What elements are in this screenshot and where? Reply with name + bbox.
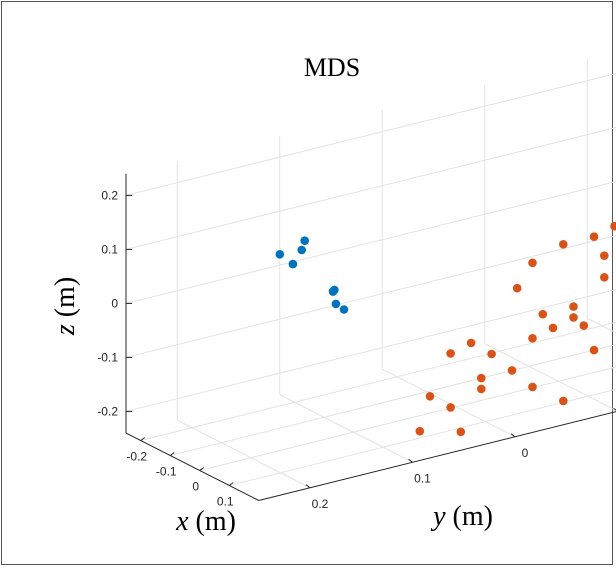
tick-layer: -0.2-0.100.10.20.10-0.1-0.20.20.10-0.1-0… — [97, 188, 529, 511]
data-point — [477, 384, 486, 394]
data-point — [538, 309, 548, 319]
data-point — [425, 392, 435, 401]
data-point — [477, 373, 486, 383]
data-point — [507, 366, 517, 375]
z-tick-label: -0.1 — [97, 350, 118, 364]
data-point — [548, 323, 558, 333]
z-tick-label: -0.2 — [97, 404, 118, 418]
grid-line — [125, 234, 616, 358]
z-axis-unit: (m) — [50, 277, 81, 317]
x-tick-mark — [228, 482, 234, 486]
data-point — [528, 382, 537, 392]
data-point — [512, 283, 522, 293]
data-point — [300, 236, 310, 245]
data-point — [600, 273, 609, 282]
grid-layer — [125, 59, 616, 489]
axis-layer — [125, 173, 616, 501]
x-tick-mark — [169, 452, 175, 456]
x-axis-line — [125, 432, 259, 501]
data-point — [600, 251, 609, 260]
data-point — [528, 334, 537, 343]
chart-title: MDS — [304, 53, 360, 82]
y-tick-mark — [408, 458, 413, 463]
z-tick-label: 0.1 — [101, 242, 118, 256]
x-axis-unit: (m) — [196, 506, 236, 537]
y-tick-label: 0 — [522, 446, 529, 460]
data-point — [528, 258, 537, 268]
z-tick-label: 0.2 — [101, 188, 118, 202]
y-axis-var: y — [430, 501, 446, 532]
grid-line — [125, 180, 616, 304]
point-layer — [275, 221, 616, 437]
data-point — [589, 232, 599, 241]
y-axis-label: y (m) — [430, 501, 493, 532]
data-point — [330, 285, 339, 295]
data-point — [446, 349, 455, 358]
x-tick-mark — [199, 467, 205, 471]
z-axis-label: z (m) — [50, 277, 81, 336]
data-point — [297, 245, 307, 255]
grid-line — [170, 344, 616, 456]
data-point — [339, 305, 349, 314]
grid-line — [125, 288, 616, 412]
grid-line — [587, 317, 616, 334]
data-point — [569, 302, 578, 311]
y-tick-mark — [510, 433, 516, 438]
data-point — [579, 321, 589, 330]
data-point — [446, 403, 455, 412]
grid-line — [382, 368, 516, 438]
y-tick-label: 0.2 — [312, 497, 329, 511]
grid-line — [140, 321, 616, 441]
data-point — [288, 259, 298, 269]
x-axis-label: x (m) — [175, 506, 236, 537]
x-tick-label: -0.2 — [126, 450, 147, 464]
x-tick-label: 0 — [192, 480, 199, 494]
z-tick-label: 0 — [111, 296, 118, 310]
x-axis-var: x — [175, 506, 189, 537]
x-tick-label: -0.1 — [156, 465, 177, 479]
grid-line — [125, 72, 616, 196]
z-axis-var: z — [50, 324, 81, 336]
grid-line — [125, 126, 616, 250]
data-point — [559, 396, 568, 406]
y-tick-label: 0.1 — [414, 471, 431, 485]
data-point — [466, 338, 476, 348]
y-tick-mark — [305, 484, 311, 489]
grid-line — [279, 394, 413, 463]
data-point — [569, 313, 578, 322]
data-point — [610, 221, 616, 231]
y-axis-unit: (m) — [453, 501, 493, 532]
data-point — [415, 426, 425, 436]
grid-line — [177, 419, 311, 489]
x-tick-mark — [140, 437, 146, 441]
data-point — [559, 240, 568, 249]
grid-line — [229, 388, 616, 486]
y-axis-line — [258, 411, 616, 501]
data-point — [331, 299, 341, 309]
data-point — [487, 349, 496, 359]
data-point — [275, 250, 285, 259]
data-point — [456, 427, 466, 437]
data-point — [589, 345, 599, 355]
x-tick-label: 0.1 — [217, 495, 234, 509]
grid-line — [484, 343, 616, 412]
grid-line — [199, 366, 616, 471]
